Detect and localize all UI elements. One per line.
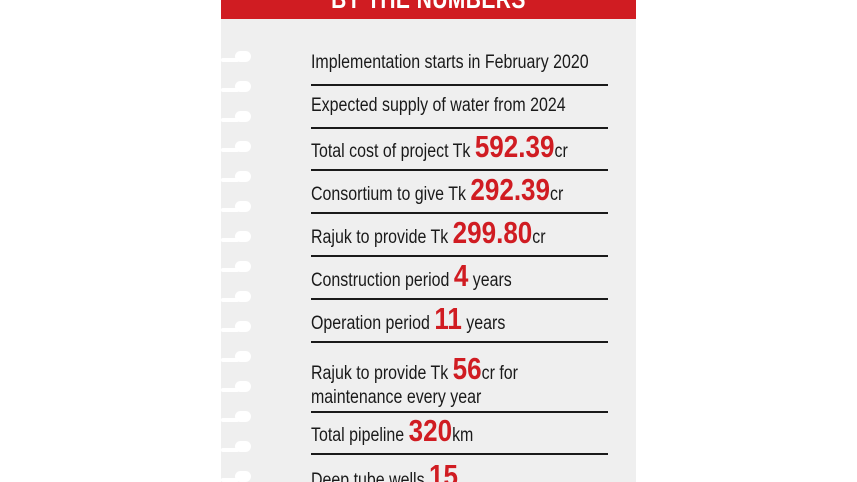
fact-value: 292.39 — [470, 172, 551, 208]
binding-ring — [221, 418, 239, 422]
fact-text: Consortium to give Tk 292.39cr — [311, 174, 564, 206]
fact-text: Rajuk to provide Tk 299.80cr — [311, 217, 546, 249]
binding-hole — [235, 201, 251, 212]
binding-hole — [235, 231, 251, 242]
fact-label: Deep tube wells — [311, 470, 429, 482]
fact-unit: cr — [554, 141, 568, 163]
binding-ring — [221, 58, 239, 62]
fact-label: Operation period — [311, 312, 435, 334]
fact-row: Operation period 11 years — [311, 300, 608, 343]
header-banner: BY THE NUMBERS — [221, 0, 636, 19]
fact-row: Rajuk to provide Tk 56cr for maintenance… — [311, 343, 608, 413]
fact-label: Rajuk to provide Tk — [311, 226, 453, 248]
fact-label: Total pipeline — [311, 425, 409, 447]
fact-text: Total pipeline 320km — [311, 415, 474, 447]
fact-unit: years — [461, 312, 506, 334]
fact-label: Consortium to give Tk — [311, 184, 471, 206]
binding-hole — [235, 51, 251, 62]
binding-ring — [221, 358, 239, 362]
fact-row: Construction period 4 years — [311, 257, 608, 300]
fact-text: Implementation starts in February 2020 — [311, 52, 589, 74]
fact-label: Total cost of project Tk — [311, 141, 475, 163]
fact-text: Expected supply of water from 2024 — [311, 95, 566, 117]
fact-unit: years — [468, 269, 512, 291]
fact-value: 56 — [452, 350, 482, 386]
binding-ring — [221, 298, 239, 302]
fact-value: 320 — [408, 413, 453, 449]
binding-ring — [221, 448, 239, 452]
binding-hole — [235, 81, 251, 92]
fact-unit: cr — [550, 184, 564, 206]
binding-ring — [221, 118, 239, 122]
binding-hole — [235, 321, 251, 332]
banner-title: BY THE NUMBERS — [267, 0, 591, 14]
binding-hole — [235, 291, 251, 302]
notepad-card: Implementation starts in February 2020 E… — [221, 19, 636, 482]
binding-hole — [235, 171, 251, 182]
fact-row: Consortium to give Tk 292.39cr — [311, 171, 608, 215]
binding-hole — [235, 411, 251, 422]
fact-text: Total cost of project Tk 592.39cr — [311, 131, 568, 163]
fact-value: 299.80 — [452, 214, 533, 250]
fact-row: Implementation starts in February 2020 — [311, 43, 608, 86]
binding-ring — [221, 88, 239, 92]
binding-ring — [221, 148, 239, 152]
fact-text-line2: maintenance every year — [311, 386, 482, 408]
fact-row: Expected supply of water from 2024 — [311, 86, 608, 129]
fact-text: Operation period 11 years — [311, 303, 506, 335]
fact-value: 11 — [434, 300, 462, 336]
binding-ring — [221, 388, 239, 392]
fact-value: 4 — [453, 257, 469, 293]
binding-hole — [235, 261, 251, 272]
binding-ring — [221, 328, 239, 332]
binding-ring — [221, 178, 239, 182]
fact-row: Deep tube wells 15 — [311, 455, 608, 482]
fact-text: Construction period 4 years — [311, 260, 512, 292]
fact-text: Deep tube wells 15 — [311, 460, 458, 482]
fact-value: 592.39 — [474, 129, 555, 165]
fact-row: Total pipeline 320km — [311, 413, 608, 456]
fact-unit: km — [452, 425, 474, 447]
binding-ring — [221, 478, 239, 482]
fact-row: Rajuk to provide Tk 299.80cr — [311, 214, 608, 257]
binding-hole — [235, 441, 251, 452]
binding-hole — [235, 141, 251, 152]
fact-label: Construction period — [311, 269, 454, 291]
fact-unit: cr — [532, 226, 546, 248]
binding-ring — [221, 238, 239, 242]
binding-hole — [235, 351, 251, 362]
binding-ring — [221, 268, 239, 272]
fact-unit: cr for — [481, 362, 518, 384]
binding-ring — [221, 208, 239, 212]
facts-list: Implementation starts in February 2020 E… — [311, 43, 608, 482]
fact-row: Total cost of project Tk 592.39cr — [311, 129, 608, 172]
binding-hole — [235, 111, 251, 122]
fact-text: Rajuk to provide Tk 56cr for — [311, 353, 518, 385]
fact-label: Rajuk to provide Tk — [311, 362, 453, 384]
binding-hole — [235, 471, 251, 482]
binding-hole — [235, 381, 251, 392]
fact-value: 15 — [428, 458, 458, 482]
